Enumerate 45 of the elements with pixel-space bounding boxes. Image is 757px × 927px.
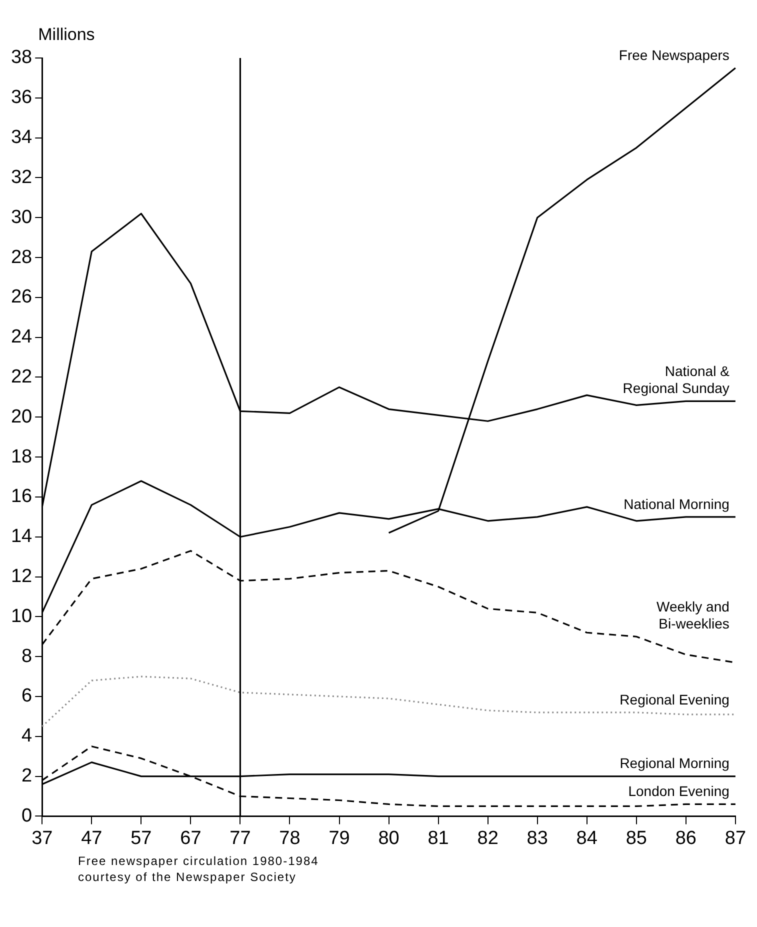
series-label: Weekly and Bi-weeklies (656, 598, 730, 632)
x-tick-label: 37 (32, 828, 53, 849)
x-tick-label: 79 (328, 828, 350, 849)
x-tick-label: 87 (724, 828, 746, 849)
x-tick-label: 84 (576, 828, 598, 849)
y-tick-label: 8 (22, 646, 32, 667)
series-label: London Evening (628, 783, 730, 800)
x-tick-label: 47 (81, 828, 102, 849)
x-tick-label: 82 (477, 828, 498, 849)
y-tick-label: 10 (10, 606, 32, 627)
y-tick-label: 20 (10, 406, 32, 428)
y-tick-label: 26 (10, 286, 32, 308)
x-tick-label: 86 (675, 828, 696, 849)
x-tick-label: 81 (428, 828, 449, 849)
y-tick-label: 34 (10, 127, 33, 148)
y-tick-label: 18 (10, 446, 32, 468)
x-tick-label: 77 (230, 828, 251, 849)
y-tick-label: 6 (22, 686, 32, 707)
series-label: National & Regional Sunday (622, 363, 730, 396)
y-tick-label: 0 (22, 805, 32, 826)
series-label: Free Newspapers (618, 46, 730, 63)
series-label: Regional Morning (620, 755, 730, 772)
line-series (41, 676, 736, 728)
x-tick-label: 78 (279, 828, 300, 849)
x-tick-label: 57 (130, 828, 152, 849)
y-tick-label: 12 (10, 566, 32, 588)
y-tick-label: 32 (10, 166, 32, 188)
y-tick-label: 2 (22, 766, 32, 787)
text: Free newspaper circulation 1980-1984 courtesy of the Newspaper Society (78, 853, 320, 885)
y-tick-label: 24 (10, 326, 33, 348)
y-tick-label: 14 (10, 526, 33, 548)
y-tick-label: 4 (22, 726, 33, 747)
x-tick-label: 67 (180, 828, 202, 849)
series-label: National Morning (624, 496, 730, 512)
x-tick-label: 80 (378, 828, 400, 849)
y-tick-label: 22 (10, 366, 32, 388)
series-label: Regional Evening (620, 691, 730, 708)
y-tick-label: 28 (10, 246, 32, 268)
y-tick-label: 36 (10, 87, 32, 108)
y-tick-label: 38 (10, 47, 32, 68)
y-tick-label: 30 (10, 206, 32, 228)
x-tick-label: 85 (626, 828, 647, 849)
y-axis-title: Millions (38, 25, 95, 44)
x-tick-label: 83 (526, 828, 548, 849)
y-tick-label: 16 (10, 486, 32, 508)
